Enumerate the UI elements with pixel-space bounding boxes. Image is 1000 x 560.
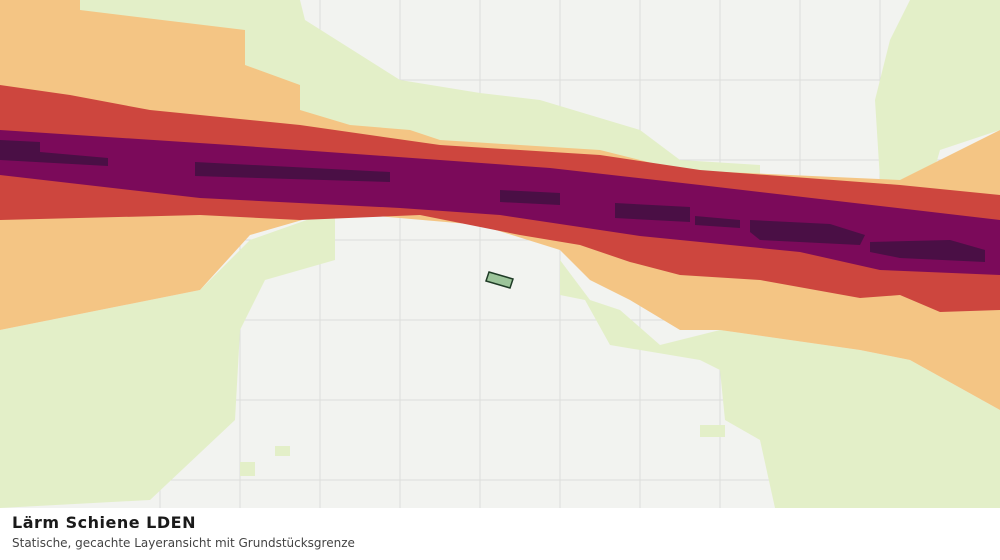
noise-zone-low (0, 0, 1000, 508)
layer-title: Lärm Schiene LDEN (12, 513, 196, 532)
noise-zone-extreme (0, 140, 985, 262)
legend-panel: Lärm Schiene LDEN Statische, gecachte La… (0, 508, 1000, 560)
parcel-boundary (485, 271, 514, 289)
map-view (0, 0, 1000, 508)
layer-subtitle: Statische, gecachte Layeransicht mit Gru… (12, 536, 355, 550)
